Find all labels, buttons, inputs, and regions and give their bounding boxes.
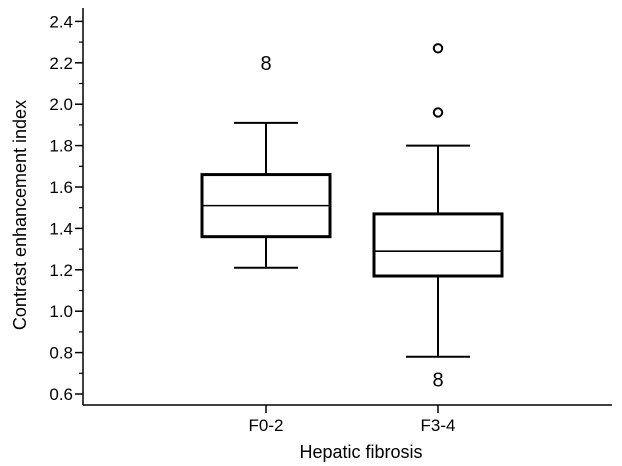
y-tick-label: 2.4 [49,12,73,31]
y-tick-label: 2.2 [49,54,73,73]
box-series: 88 [200,43,504,392]
outlier-point [432,107,444,118]
y-tick-label: 1.8 [49,137,73,156]
interquartile-box [372,212,504,278]
y-tick-label: 0.8 [49,344,73,363]
outlier-marker: 8 [432,370,443,392]
y-axis-ticks: 0.6 0.8 1.0 1.2 1.4 1.6 1.8 2.0 2.2 2.4 [49,12,83,404]
outlier-point [432,43,444,54]
y-tick-label: 2.0 [49,95,73,114]
x-axis-ticks: F0-2 F3-4 [249,405,456,435]
y-tick-label: 1.4 [49,219,73,238]
x-axis-title: Hepatic fibrosis [299,442,422,462]
y-tick-label: 1.6 [49,178,73,197]
y-tick-label: 0.6 [49,385,73,404]
x-tick-label: F0-2 [249,416,284,435]
y-axis-title: Contrast enhancement index [10,100,30,330]
y-tick-label: 1.2 [49,261,73,280]
outlier-marker: 8 [260,53,271,75]
x-tick-label: F3-4 [421,416,456,435]
y-tick-label: 1.0 [49,302,73,321]
